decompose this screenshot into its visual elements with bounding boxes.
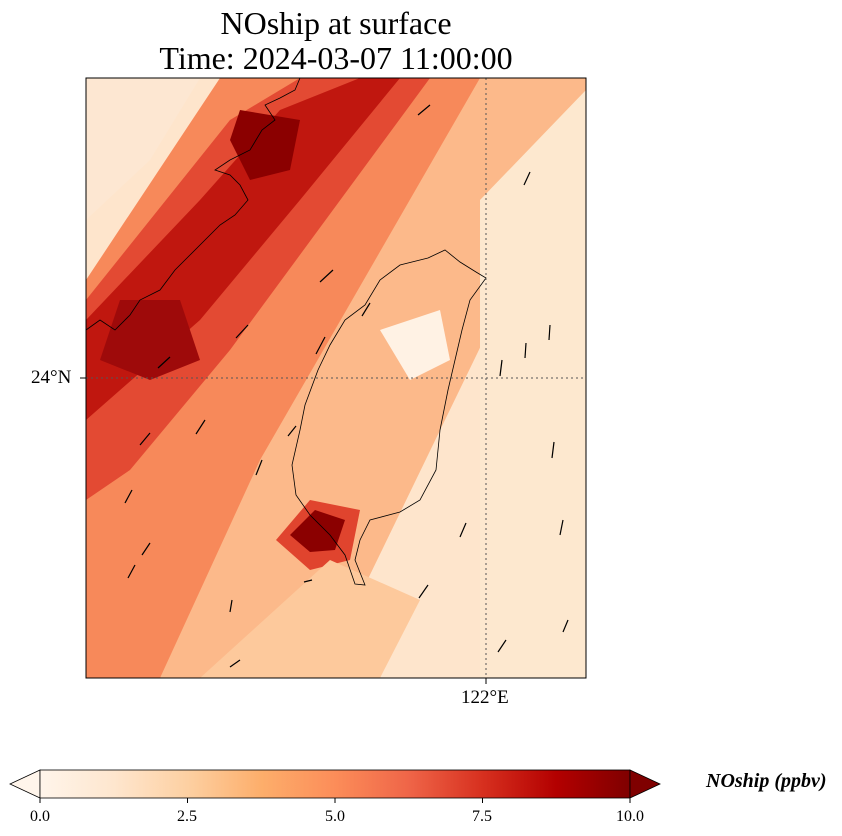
lon-tick-label: 122°E <box>461 687 509 708</box>
plume-max-north <box>230 110 300 180</box>
plume-south-tail <box>200 560 420 678</box>
colorbar-tick-0: 0.0 <box>30 808 50 825</box>
clean-area-nw <box>86 78 200 220</box>
hotspot-south-core <box>290 510 345 552</box>
clean-area-taiwan <box>380 310 450 380</box>
colorbar <box>9 769 661 803</box>
clean-area-east <box>480 90 586 678</box>
colorbar-tick-4: 10.0 <box>616 808 644 825</box>
map-canvas <box>80 77 587 684</box>
colorbar-label: NOship (ppbv) <box>706 770 827 792</box>
colorbar-tick-2: 5.0 <box>325 808 345 825</box>
mainland-coastline <box>85 77 301 331</box>
map-title-line1: NOship at surface <box>220 5 452 41</box>
colorbar-tick-1: 2.5 <box>177 808 197 825</box>
taiwan-coastline <box>291 249 487 586</box>
map-title-line2: Time: 2024-03-07 11:00:00 <box>159 40 513 76</box>
wind-vectors <box>124 104 569 668</box>
colorbar-gradient <box>39 769 631 799</box>
colorbar-extend-max <box>629 769 661 799</box>
lat-tick-label: 24°N <box>31 367 72 388</box>
plume-inner <box>86 78 430 500</box>
colorbar-tick-3: 7.5 <box>472 808 492 825</box>
colorbar-extend-min <box>9 769 41 799</box>
